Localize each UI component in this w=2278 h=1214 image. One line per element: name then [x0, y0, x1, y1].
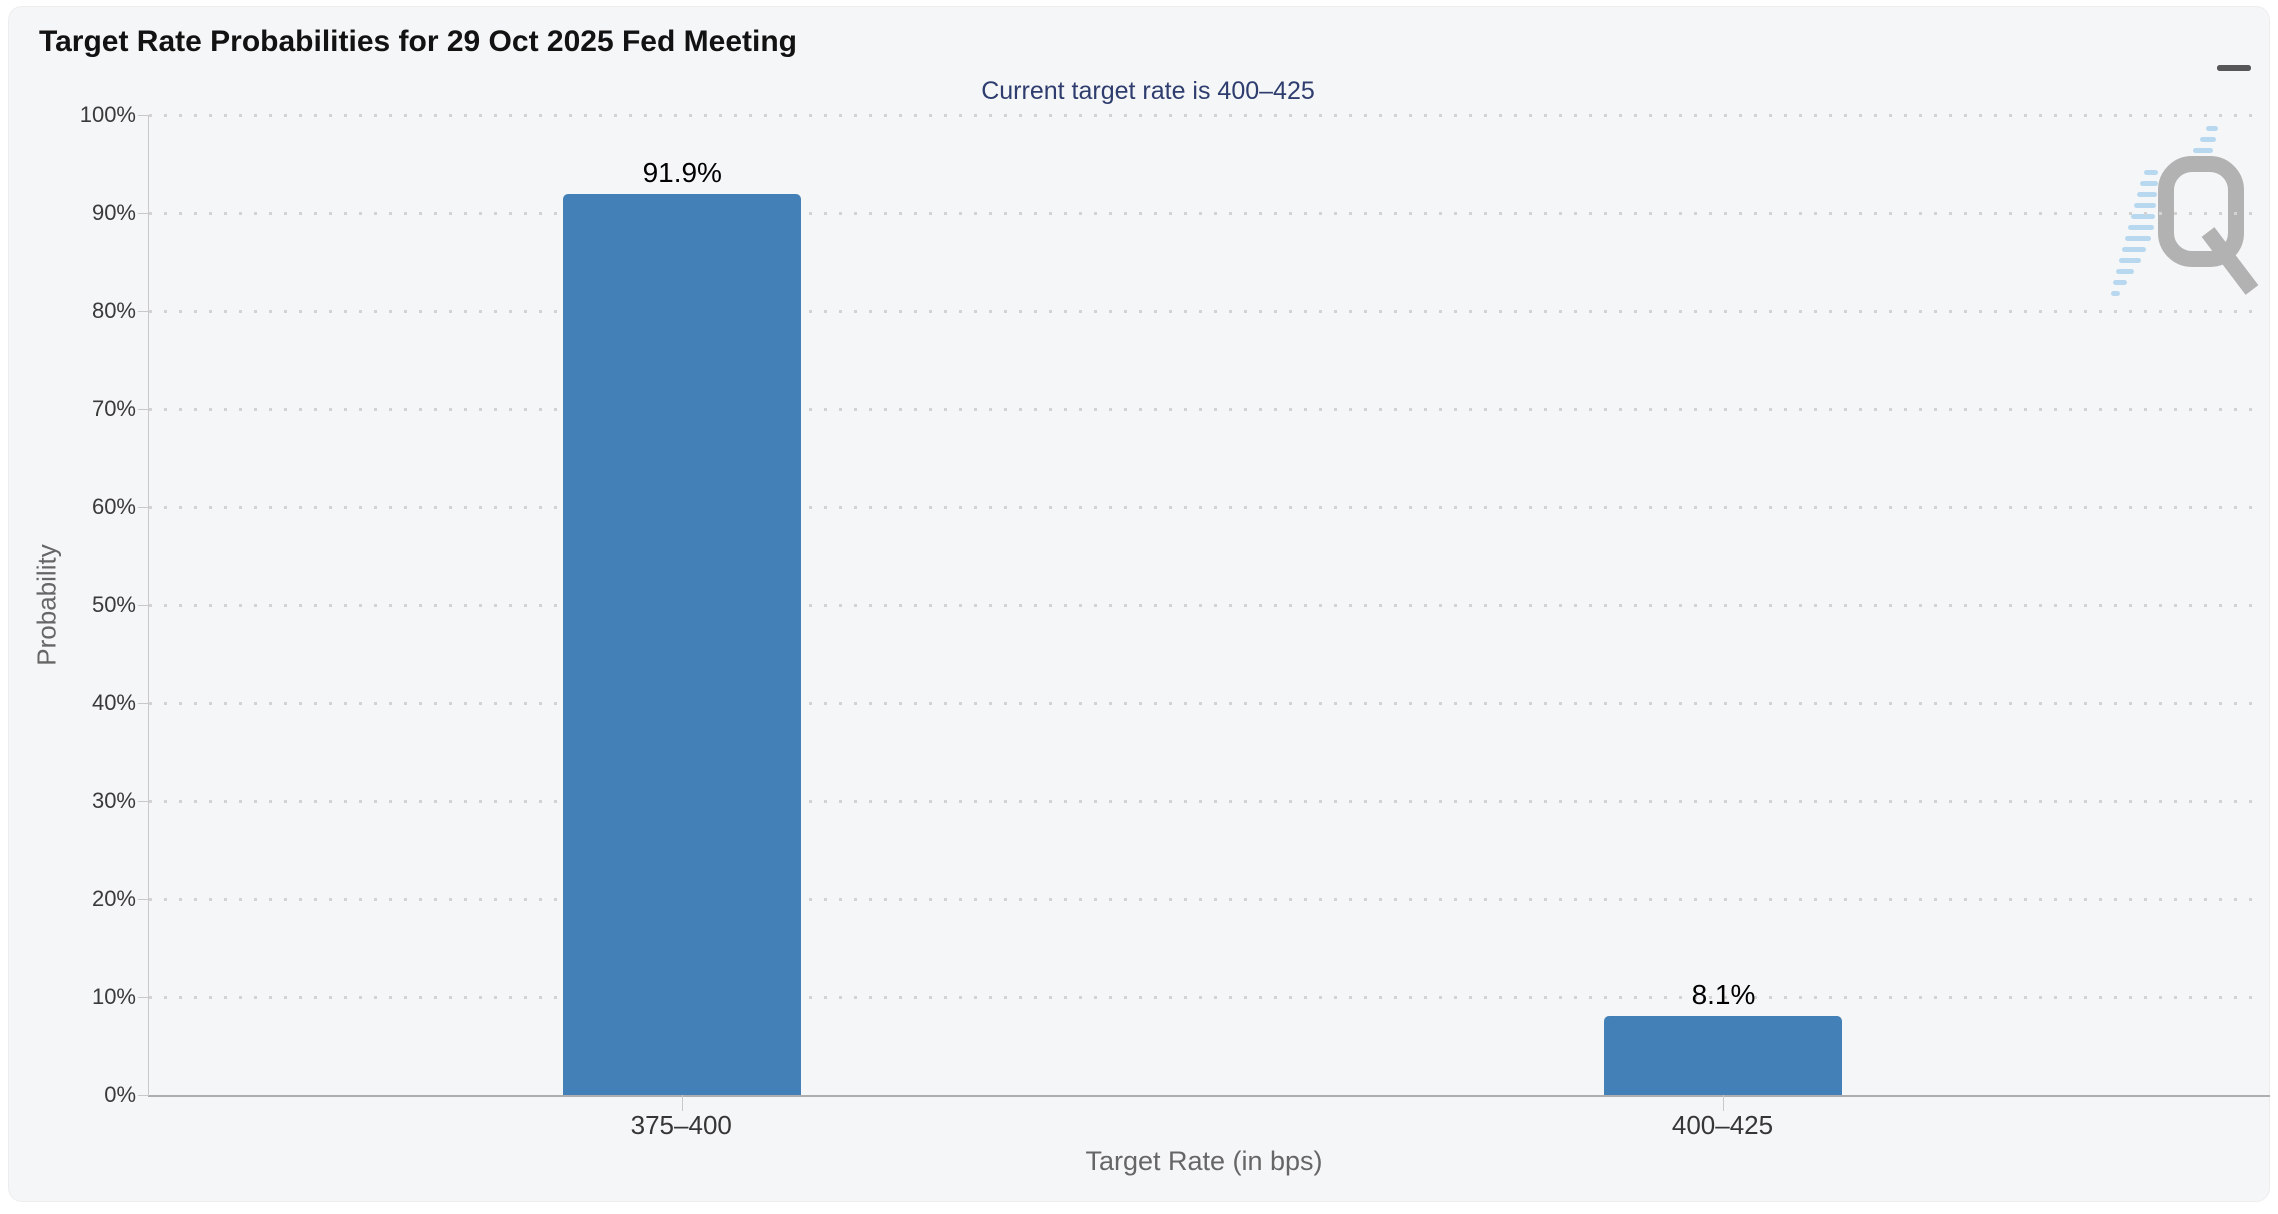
bar-400–425[interactable]	[1604, 1015, 1843, 1095]
y-axis-tick-label: 10%	[91, 984, 136, 1009]
gridline	[149, 408, 2253, 411]
y-axis-tick	[138, 506, 149, 508]
y-axis-tick-label: 0%	[104, 1082, 136, 1107]
x-axis-line	[148, 1095, 2270, 1097]
gridline	[149, 996, 2253, 999]
bar-value-label: 91.9%	[642, 157, 722, 189]
gridline	[149, 310, 2253, 313]
gridline	[149, 604, 2253, 607]
y-axis-tick-label: 50%	[91, 592, 136, 617]
y-axis-tick	[138, 114, 149, 116]
y-axis-tick-label: 70%	[91, 396, 136, 421]
chart-title: Target Rate Probabilities for 29 Oct 202…	[39, 25, 797, 58]
y-axis-tick-label: 80%	[91, 298, 136, 323]
plot-area: 91.9% 8.1%	[138, 114, 2270, 1111]
x-axis-title: Target Rate (in bps)	[1085, 1146, 1323, 1176]
bar-375–400[interactable]	[563, 194, 802, 1095]
y-axis-tick	[138, 996, 149, 998]
gridline	[149, 506, 2253, 509]
y-axis-tick	[138, 212, 149, 214]
y-axis-tick-label: 30%	[91, 788, 136, 813]
gridline	[149, 114, 2253, 117]
x-axis-tick	[1723, 1095, 1725, 1111]
y-axis-tick	[138, 310, 149, 312]
chart-context-menu-button[interactable]	[2215, 35, 2257, 71]
y-axis-tick	[138, 604, 149, 606]
x-axis-category-label: 400–425	[1671, 1110, 1774, 1140]
y-axis-tick	[138, 1094, 149, 1096]
y-axis-tick-label: 100%	[79, 102, 136, 127]
y-axis-tick-label: 90%	[91, 200, 136, 225]
gridline	[149, 898, 2253, 901]
y-axis-tick	[138, 898, 149, 900]
y-axis-tick-label: 20%	[91, 886, 136, 911]
gridline	[149, 800, 2253, 803]
gridline	[149, 212, 2253, 215]
bar-value-label: 8.1%	[1691, 978, 1756, 1010]
quikstrike-watermark-icon	[2111, 126, 2259, 296]
y-axis-tick-label: 60%	[91, 494, 136, 519]
x-axis-tick	[682, 1095, 684, 1111]
y-axis-tick	[138, 702, 149, 704]
chart-subtitle: Current target rate is 400–425	[981, 77, 1315, 105]
y-axis-tick-label: 40%	[91, 690, 136, 715]
y-axis-title: Probability	[31, 544, 62, 666]
y-axis-tick	[138, 800, 149, 802]
x-axis-category-label: 375–400	[630, 1110, 732, 1140]
gridline	[149, 702, 2253, 705]
y-axis-tick	[138, 408, 149, 410]
